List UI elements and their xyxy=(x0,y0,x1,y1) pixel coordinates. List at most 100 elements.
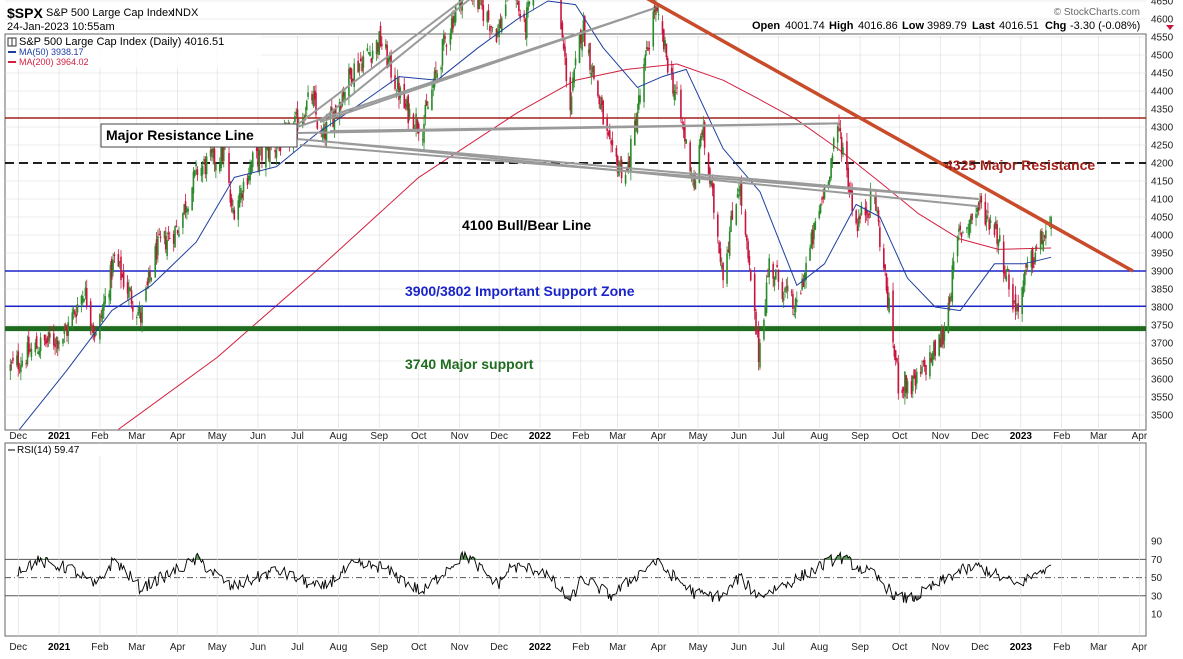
candle-body xyxy=(255,147,258,151)
candle-body xyxy=(969,216,972,225)
candle-body xyxy=(72,309,75,314)
candle-body xyxy=(790,291,793,293)
candle-body xyxy=(348,68,350,97)
candle-body xyxy=(885,273,888,291)
candle-body xyxy=(137,312,139,316)
candle-body xyxy=(635,118,637,129)
candle-body xyxy=(164,236,167,250)
bull-bear-label: 4100 Bull/Bear Line xyxy=(462,217,591,233)
rsi-x-tick-label: Mar xyxy=(609,642,627,653)
candle-body xyxy=(9,364,12,372)
candle-body xyxy=(875,195,877,211)
candle-body xyxy=(412,114,415,130)
candle-body xyxy=(582,20,585,35)
candle-body xyxy=(948,297,951,304)
candle-body xyxy=(896,358,898,362)
candle-body xyxy=(1041,231,1043,245)
rsi-x-tick-label: Jul xyxy=(291,642,304,653)
candle-body xyxy=(191,187,193,211)
candle-body xyxy=(128,286,130,298)
candle-body xyxy=(313,90,316,100)
candle-body xyxy=(747,241,749,259)
candle-body xyxy=(433,71,436,88)
candle-body xyxy=(118,261,121,263)
candle-body xyxy=(832,138,835,150)
candle-body xyxy=(626,168,628,171)
candle-body xyxy=(453,16,456,23)
candle-body xyxy=(359,58,362,61)
candle-body xyxy=(904,371,906,397)
rsi-panel: 10 30 50 70 90 RSI(14) 59.47 xyxy=(4,442,1163,637)
price-y-axis: 3500 3550 3600 3650 3700 3750 3800 3850 3900 3950… xyxy=(1151,0,1174,422)
candle-body xyxy=(10,361,13,363)
candle-body xyxy=(606,118,608,131)
candle-body xyxy=(385,43,387,48)
candle-body xyxy=(329,110,332,119)
candle-body xyxy=(394,75,396,90)
candle-body xyxy=(647,47,649,51)
candle-body xyxy=(915,371,918,384)
candle-body xyxy=(316,120,319,129)
candle-body xyxy=(186,208,188,213)
candle-body xyxy=(960,233,963,237)
x-tick-label: Sep xyxy=(851,431,869,442)
candle-body xyxy=(63,330,66,334)
candle-body xyxy=(694,180,697,190)
candle-body xyxy=(126,282,129,294)
candle-body xyxy=(846,141,848,171)
price-y-tick: 3650 xyxy=(1151,357,1174,368)
candle-body xyxy=(26,342,29,365)
candle-body xyxy=(836,126,839,143)
candle-body xyxy=(80,295,83,305)
candle-body xyxy=(449,33,452,45)
candle-body xyxy=(265,146,267,168)
candle-body xyxy=(18,369,21,371)
candle-body xyxy=(518,1,520,12)
candle-body xyxy=(864,207,867,216)
candle-body xyxy=(1043,235,1046,238)
candle-body xyxy=(500,17,503,32)
rsi-x-tick-label: 2023 xyxy=(1010,642,1033,653)
candle-body xyxy=(589,42,591,71)
candle-body xyxy=(720,265,723,268)
price-y-tick: 4500 xyxy=(1151,51,1174,62)
rsi-overbought-fill xyxy=(658,558,663,560)
candle-body xyxy=(765,282,768,313)
candle-body xyxy=(172,233,175,244)
candle-body xyxy=(218,163,221,171)
candle-body xyxy=(478,0,481,10)
rsi-overbought-fill xyxy=(837,555,840,560)
candle-body xyxy=(730,215,732,232)
price-y-tick: 4300 xyxy=(1151,123,1174,134)
candle-body xyxy=(527,1,529,11)
candle-body xyxy=(146,281,149,286)
candle-body xyxy=(666,58,669,73)
candle-body xyxy=(338,102,341,119)
candle-body xyxy=(763,319,765,340)
candle-body xyxy=(135,317,138,319)
candle-body xyxy=(205,156,208,175)
price-y-tick: 3500 xyxy=(1151,411,1174,422)
price-y-tick: 4550 xyxy=(1151,33,1174,44)
rsi-x-tick-label: Dec xyxy=(971,642,989,653)
candle-body xyxy=(1008,274,1010,290)
chart-annotations: Major Resistance Line 4325 Major Resistan… xyxy=(100,123,1095,372)
candle-body xyxy=(717,214,719,237)
candle-body xyxy=(27,336,30,355)
candle-body xyxy=(655,6,657,16)
candle-body xyxy=(859,215,861,220)
candle-body xyxy=(784,288,786,293)
candle-body xyxy=(222,147,225,162)
candle-body xyxy=(1004,270,1006,278)
candle-body xyxy=(643,64,645,102)
candle-body xyxy=(495,28,498,42)
candle-body xyxy=(108,293,110,298)
price-y-tick: 3850 xyxy=(1151,285,1174,296)
candle-body xyxy=(1017,303,1020,312)
candle-body xyxy=(193,170,196,177)
low-value: 3989.79 xyxy=(927,20,967,32)
candle-body xyxy=(523,13,525,19)
chg-value: -3.30 (-0.08%) xyxy=(1070,20,1140,32)
x-tick-label: Apr xyxy=(1132,431,1148,442)
candle-body xyxy=(58,342,60,344)
